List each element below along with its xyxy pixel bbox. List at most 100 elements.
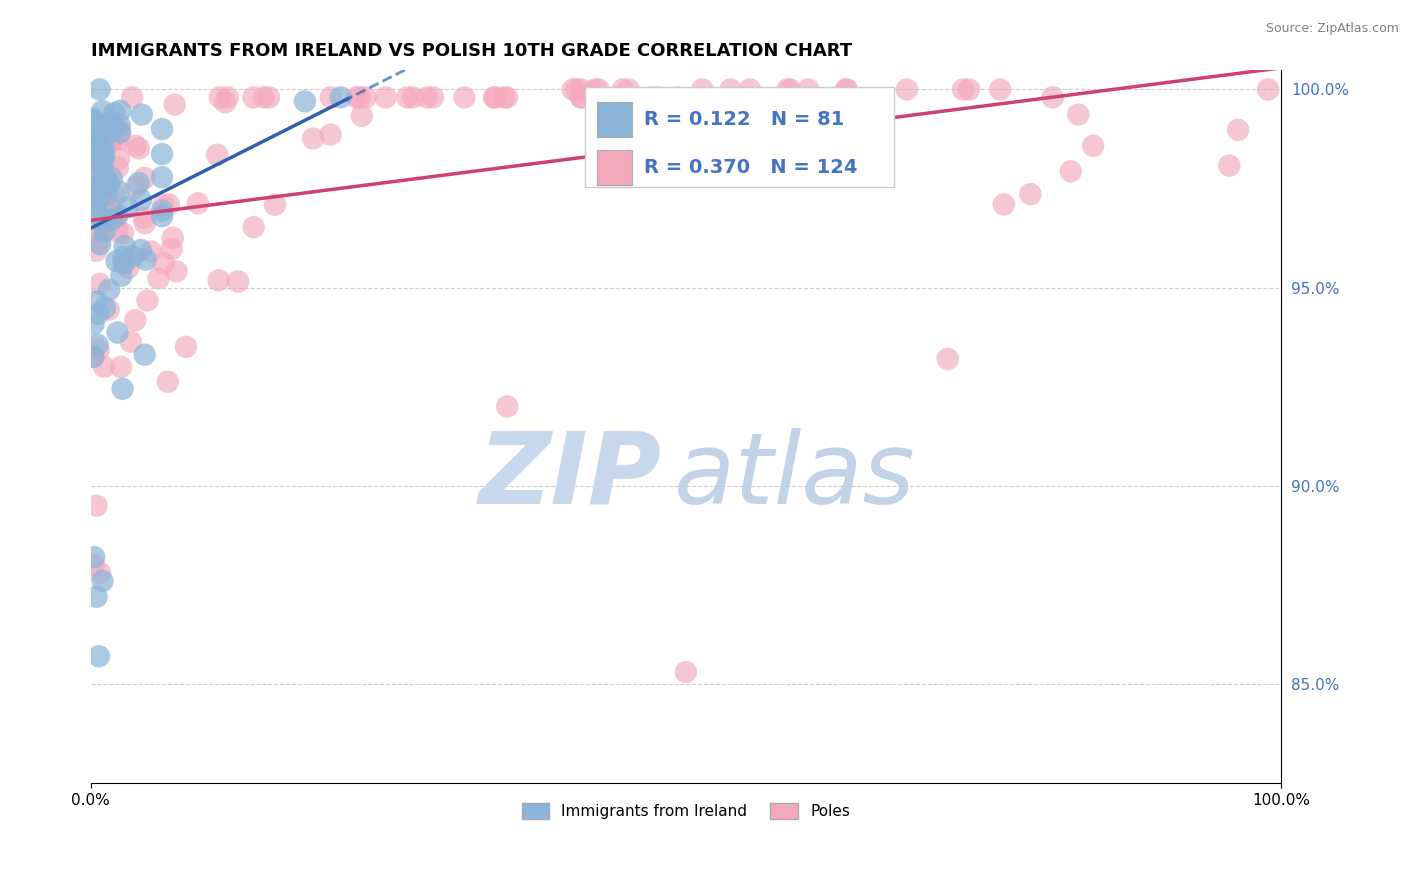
Point xyxy=(957,82,980,96)
Point xyxy=(565,82,588,96)
Point xyxy=(98,177,121,191)
Point xyxy=(84,244,107,258)
Point xyxy=(718,82,741,96)
Point xyxy=(112,250,135,264)
Point xyxy=(569,90,592,104)
Point xyxy=(101,134,124,148)
Point xyxy=(89,150,111,164)
Point xyxy=(121,90,143,104)
Point xyxy=(1227,123,1250,137)
Point xyxy=(205,148,228,162)
Point xyxy=(96,179,118,194)
Point xyxy=(94,301,117,315)
Point xyxy=(1067,107,1090,121)
Point xyxy=(93,224,115,238)
Point xyxy=(835,82,858,96)
Point xyxy=(139,244,162,259)
Point xyxy=(100,212,122,227)
Point xyxy=(125,180,148,194)
Point xyxy=(93,216,115,230)
Point xyxy=(896,82,918,96)
Point xyxy=(936,351,959,366)
Point xyxy=(252,90,274,104)
Point xyxy=(98,283,121,297)
Point xyxy=(122,249,145,263)
Point xyxy=(83,169,105,184)
Point xyxy=(561,82,583,96)
Legend: Immigrants from Ireland, Poles: Immigrants from Ireland, Poles xyxy=(516,797,856,825)
Point xyxy=(226,275,249,289)
Point xyxy=(114,257,136,271)
Point xyxy=(107,326,129,340)
Point xyxy=(993,197,1015,211)
Text: Source: ZipAtlas.com: Source: ZipAtlas.com xyxy=(1265,22,1399,36)
Point xyxy=(329,90,352,104)
Point xyxy=(89,277,111,291)
Point xyxy=(112,226,135,240)
Point xyxy=(82,113,104,128)
Point xyxy=(496,400,519,414)
Point xyxy=(350,109,373,123)
Point xyxy=(117,201,139,215)
Point xyxy=(129,193,152,207)
Point xyxy=(319,128,342,142)
Point xyxy=(835,82,858,96)
Point xyxy=(112,256,135,270)
Point xyxy=(83,160,105,174)
Point xyxy=(988,82,1011,96)
Point xyxy=(797,82,820,96)
Point xyxy=(91,161,114,176)
Point xyxy=(150,203,173,218)
Point xyxy=(606,90,628,104)
Point xyxy=(90,168,112,182)
Point xyxy=(101,124,124,138)
Point xyxy=(134,348,156,362)
Point xyxy=(90,132,112,146)
Point xyxy=(738,82,761,96)
Point xyxy=(128,141,150,155)
Point xyxy=(89,237,111,252)
Point xyxy=(97,302,120,317)
Point xyxy=(349,90,371,104)
Point xyxy=(87,155,110,169)
Point xyxy=(86,131,108,145)
Point xyxy=(87,194,110,208)
Point xyxy=(132,211,155,225)
Point xyxy=(80,126,103,140)
Point xyxy=(571,90,593,104)
Point xyxy=(136,293,159,308)
Point xyxy=(91,103,114,118)
Point xyxy=(496,90,519,104)
Bar xyxy=(585,87,894,187)
Point xyxy=(83,134,105,148)
Point xyxy=(82,178,104,193)
Point xyxy=(108,152,131,166)
Point xyxy=(91,151,114,165)
Point xyxy=(583,82,606,96)
Point xyxy=(264,198,287,212)
Point xyxy=(105,254,128,268)
Point xyxy=(416,90,439,104)
Point xyxy=(641,90,664,104)
Point xyxy=(645,90,668,104)
Point xyxy=(148,271,170,285)
Point xyxy=(89,82,111,96)
Point xyxy=(82,112,104,126)
Point xyxy=(319,90,342,104)
Point xyxy=(96,172,118,186)
Point xyxy=(83,189,105,203)
Point xyxy=(354,90,377,104)
Point xyxy=(134,216,156,230)
Point xyxy=(91,574,114,588)
Point xyxy=(87,235,110,250)
Text: atlas: atlas xyxy=(673,428,915,524)
Point xyxy=(105,206,128,220)
Point xyxy=(110,103,132,118)
Point xyxy=(86,499,108,513)
Point xyxy=(124,313,146,327)
Point xyxy=(163,97,186,112)
Point xyxy=(128,176,150,190)
Point xyxy=(242,90,264,104)
Point xyxy=(82,350,104,364)
Point xyxy=(1083,138,1105,153)
